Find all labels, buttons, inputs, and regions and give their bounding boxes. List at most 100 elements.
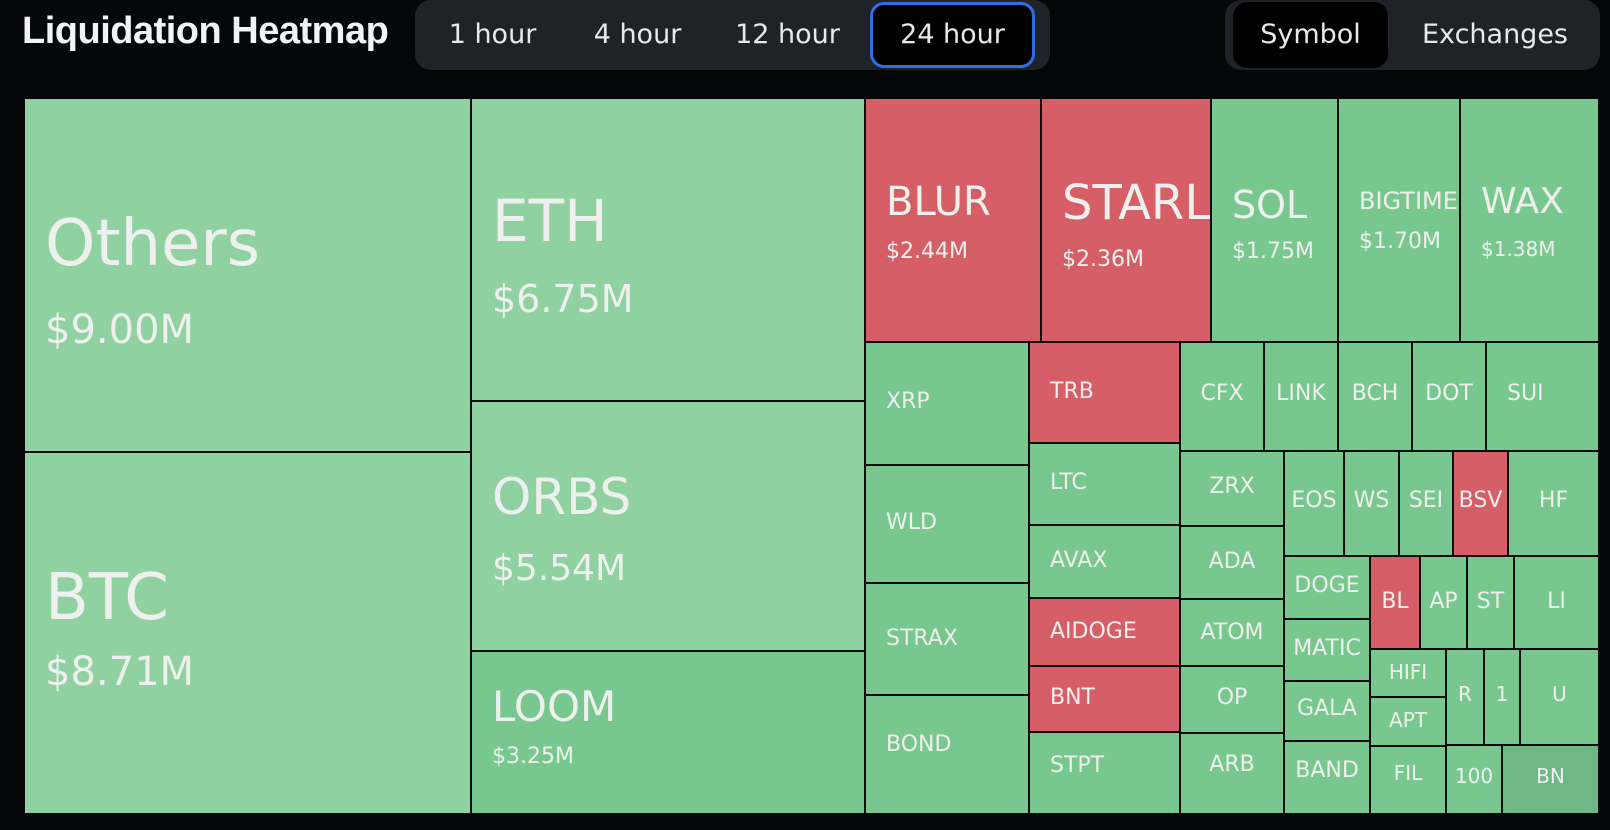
heatmap-tile-r[interactable]: R (1447, 650, 1485, 746)
heatmap-tile-others[interactable]: Others $9.00M (25, 99, 472, 453)
tile-symbol: ARB (1209, 752, 1255, 777)
tile-value: $1.38M (1481, 237, 1556, 261)
heatmap-tile-op[interactable]: OP (1181, 667, 1285, 734)
tile-symbol: SEI (1408, 488, 1444, 513)
heatmap-tile-ada[interactable]: ADA (1181, 527, 1285, 600)
heatmap-tile-li[interactable]: LI (1515, 557, 1600, 650)
tile-symbol: LINK (1276, 381, 1326, 406)
tile-symbol: BNT (1050, 685, 1095, 710)
heatmap-tile-apt[interactable]: APT (1371, 698, 1447, 747)
tile-value: $2.36M (1062, 247, 1144, 272)
tab-1-hour[interactable]: 1 hour (448, 19, 537, 50)
time-range-selector: 1 hour 4 hour 12 hour 24 hour (415, 0, 1050, 70)
heatmap-tile-trb[interactable]: TRB (1030, 343, 1181, 444)
tile-symbol: BIGTIME (1359, 187, 1458, 215)
heatmap-tile-wax[interactable]: WAX $1.38M (1461, 99, 1600, 343)
header-bar: Liquidation Heatmap 1 hour 4 hour 12 hou… (0, 0, 1610, 80)
tile-symbol: AP (1429, 589, 1458, 614)
heatmap-tile-sui[interactable]: SUI (1487, 343, 1600, 452)
tab-4-hour[interactable]: 4 hour (593, 19, 682, 50)
tile-symbol: ATOM (1200, 620, 1264, 645)
tile-symbol: LTC (1050, 470, 1087, 495)
heatmap-tile-atom[interactable]: ATOM (1181, 600, 1285, 667)
heatmap-tile-sei[interactable]: SEI (1400, 452, 1454, 557)
heatmap-tile-zrx[interactable]: ZRX (1181, 452, 1285, 527)
tile-symbol: WLD (886, 510, 937, 535)
heatmap-tile-aidoge[interactable]: AIDOGE (1030, 599, 1181, 667)
heatmap-tile-avax[interactable]: AVAX (1030, 526, 1181, 599)
heatmap-tile-dot[interactable]: DOT (1413, 343, 1487, 452)
heatmap-tile-ap[interactable]: AP (1421, 557, 1468, 650)
heatmap-tile-link[interactable]: LINK (1265, 343, 1339, 452)
heatmap-tile-st[interactable]: ST (1468, 557, 1515, 650)
heatmap-tile-hf[interactable]: HF (1509, 452, 1600, 557)
heatmap-tile-orbs[interactable]: ORBS $5.54M (472, 402, 866, 652)
heatmap-tile-doge[interactable]: DOGE (1285, 557, 1371, 620)
heatmap-tile-eos[interactable]: EOS (1285, 452, 1345, 557)
heatmap-tile-bnt[interactable]: BNT (1030, 667, 1181, 733)
heatmap-tile-arb[interactable]: ARB (1181, 734, 1285, 815)
heatmap-tile-btc[interactable]: BTC $8.71M (25, 453, 472, 815)
heatmap-tile-hifi[interactable]: HIFI (1371, 650, 1447, 698)
tile-value: $1.70M (1359, 229, 1441, 254)
tile-symbol: WS (1353, 488, 1390, 513)
tile-symbol: BLUR (886, 179, 991, 225)
tile-value: $8.71M (45, 649, 195, 695)
heatmap-tile-wld[interactable]: WLD (866, 466, 1030, 584)
tile-symbol: ORBS (492, 468, 632, 526)
tab-24-hour[interactable]: 24 hour (870, 2, 1035, 68)
page-title: Liquidation Heatmap (22, 10, 389, 52)
liquidation-heatmap: Others $9.00M BTC $8.71M ETH $6.75M ORBS $5.54M… (25, 99, 1600, 815)
heatmap-tile-bl[interactable]: BL (1371, 557, 1421, 650)
tile-symbol: APT (1389, 708, 1427, 732)
heatmap-tile-loom[interactable]: LOOM $3.25M (472, 652, 866, 815)
heatmap-tile-fil[interactable]: FIL (1371, 747, 1447, 815)
heatmap-tile-sol[interactable]: SOL $1.75M (1212, 99, 1339, 343)
tile-symbol: XRP (886, 389, 930, 414)
heatmap-tile-gala[interactable]: GALA (1285, 682, 1371, 742)
heatmap-tile-bsv[interactable]: BSV (1454, 452, 1509, 557)
tile-symbol: ST (1476, 589, 1505, 614)
tile-symbol: CFX (1200, 381, 1244, 406)
heatmap-tile-1[interactable]: 1 (1485, 650, 1521, 746)
tile-symbol: TRB (1050, 379, 1094, 404)
heatmap-tile-stpt[interactable]: STPT (1030, 733, 1181, 815)
heatmap-tile-matic[interactable]: MATIC (1285, 620, 1371, 682)
tile-symbol: Others (45, 207, 261, 281)
tile-value: $2.44M (886, 239, 968, 264)
tile-symbol: BSV (1458, 488, 1503, 513)
tile-symbol: ADA (1208, 549, 1256, 574)
tile-symbol: BTC (45, 561, 169, 635)
heatmap-tile-band[interactable]: BAND (1285, 742, 1371, 815)
heatmap-tile-strax[interactable]: STRAX (866, 584, 1030, 696)
tab-exchanges[interactable]: Exchanges (1422, 19, 1568, 50)
heatmap-tile-eth[interactable]: ETH $6.75M (472, 99, 866, 402)
tab-symbol[interactable]: Symbol (1233, 2, 1388, 68)
tile-symbol: STRAX (886, 626, 958, 651)
tile-value: $9.00M (45, 307, 195, 353)
tile-symbol: R (1458, 682, 1472, 706)
tile-symbol: MATIC (1293, 636, 1361, 661)
tile-symbol: BOND (886, 732, 952, 757)
heatmap-tile-starl[interactable]: STARL $2.36M (1042, 99, 1212, 343)
tile-symbol: BAND (1295, 758, 1359, 783)
tab-12-hour[interactable]: 12 hour (735, 19, 840, 50)
heatmap-tile-ws[interactable]: WS (1345, 452, 1400, 557)
tile-symbol: LOOM (492, 682, 617, 731)
heatmap-tile-xrp[interactable]: XRP (866, 343, 1030, 466)
tile-symbol: BCH (1351, 381, 1399, 406)
heatmap-tile-bn[interactable]: BN (1503, 746, 1600, 815)
heatmap-tile-blur[interactable]: BLUR $2.44M (866, 99, 1042, 343)
heatmap-tile-u[interactable]: U (1521, 650, 1600, 746)
tile-value: $6.75M (492, 277, 634, 321)
heatmap-tile-bch[interactable]: BCH (1339, 343, 1413, 452)
heatmap-tile-cfx[interactable]: CFX (1181, 343, 1265, 452)
heatmap-tile-ltc[interactable]: LTC (1030, 444, 1181, 526)
heatmap-tile-100[interactable]: 100 (1447, 746, 1503, 815)
tile-symbol: GALA (1297, 696, 1357, 721)
tile-symbol: OP (1216, 685, 1248, 710)
heatmap-tile-bigtime[interactable]: BIGTIME $1.70M (1339, 99, 1461, 343)
tile-symbol: U (1552, 682, 1567, 706)
heatmap-tile-bond[interactable]: BOND (866, 696, 1030, 815)
tile-symbol: DOGE (1294, 573, 1360, 598)
